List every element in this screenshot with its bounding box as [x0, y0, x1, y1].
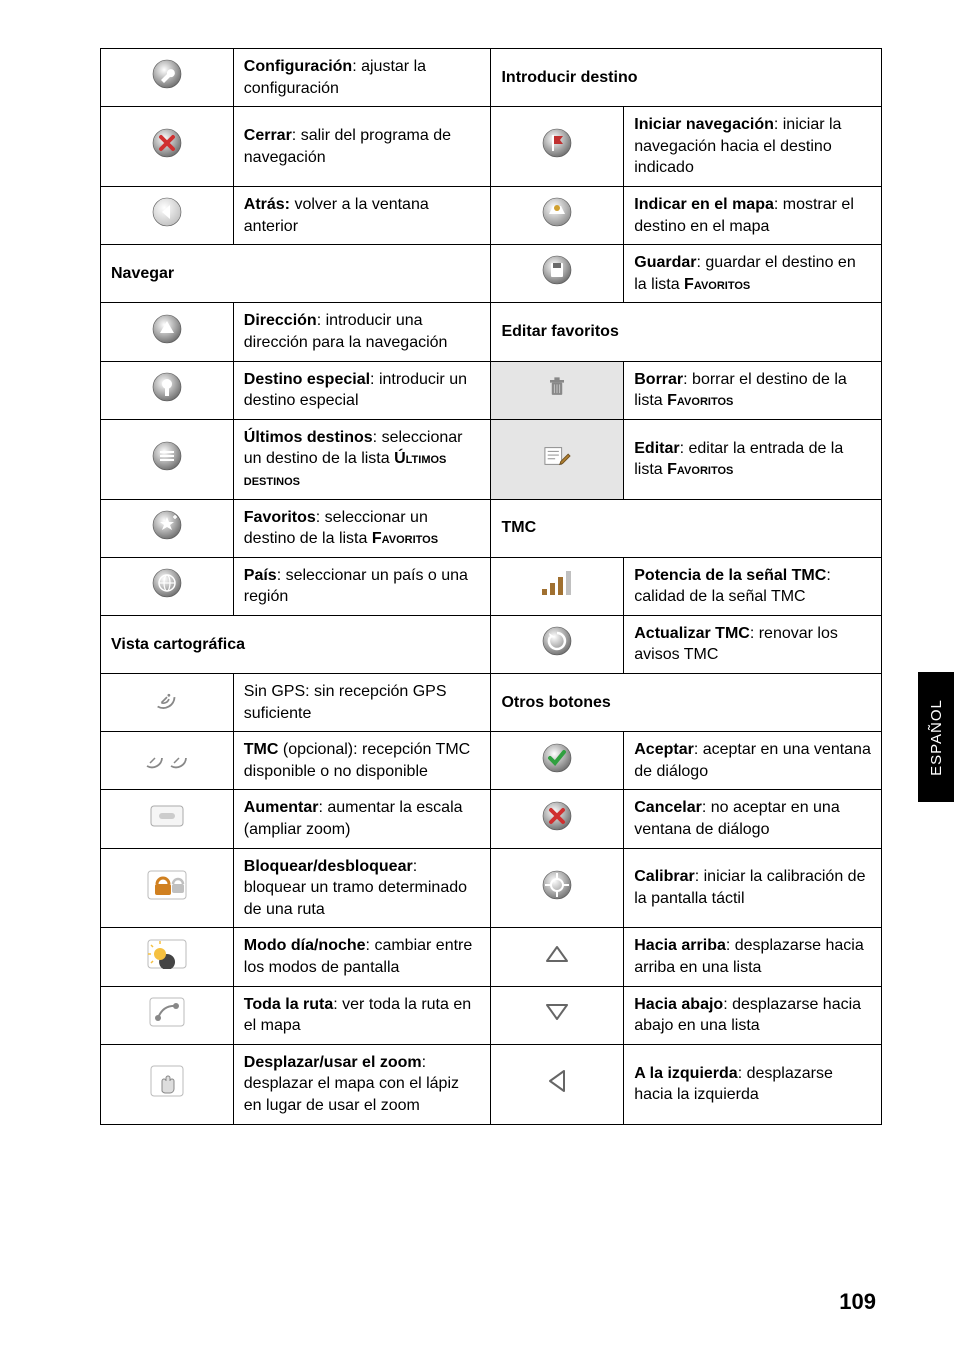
desc-right: Calibrar: iniciar la calibración de la p…	[624, 848, 882, 928]
globe-circle-icon	[101, 557, 234, 615]
poi-circle-icon	[101, 361, 234, 419]
page-number: 109	[839, 1289, 876, 1315]
tri-up-icon	[491, 928, 624, 986]
desc-right: Hacia arriba: desplazarse hacia arriba e…	[624, 928, 882, 986]
wrench-circle-icon	[101, 49, 234, 107]
desc-left: TMC (opcional): recepción TMC disponible…	[233, 732, 491, 790]
desc-left: Bloquear/desbloquear: bloquear un tramo …	[233, 848, 491, 928]
desc-right: Borrar: borrar el destino de la lista Fa…	[624, 361, 882, 419]
desc-left: País: seleccionar un país o una región	[233, 557, 491, 615]
tri-left-icon	[491, 1044, 624, 1124]
trash-grey-icon	[491, 361, 624, 419]
lock-orange-icon	[101, 848, 234, 928]
desc-left: Sin GPS: sin recepción GPS suficiente	[233, 674, 491, 732]
check-circle-icon	[491, 732, 624, 790]
desc-right: Cancelar: no aceptar en una ventana de d…	[624, 790, 882, 848]
section-header-left: Navegar	[101, 245, 491, 303]
x-circle-icon	[491, 790, 624, 848]
desc-right: Guardar: guardar el destino en la lista …	[624, 245, 882, 303]
tri-down-icon	[491, 986, 624, 1044]
up-circle-icon	[101, 303, 234, 361]
section-header-right: Editar favoritos	[491, 303, 882, 361]
zoom-in-sq-icon	[101, 790, 234, 848]
desc-left: Modo día/noche: cambiar entre los modos …	[233, 928, 491, 986]
sat-dish-icon	[101, 674, 234, 732]
back-grey-icon	[101, 186, 234, 244]
list-circle-icon	[101, 419, 234, 499]
desc-left: Desplazar/usar el zoom: desplazar el map…	[233, 1044, 491, 1124]
language-tab: ESPAÑOL	[918, 672, 954, 802]
language-label: ESPAÑOL	[928, 699, 945, 776]
desc-left: Aumentar: aumentar la escala (ampliar zo…	[233, 790, 491, 848]
refresh-circle-icon	[491, 615, 624, 673]
map-circle-icon	[491, 186, 624, 244]
signal-bars-icon	[491, 557, 624, 615]
desc-left: Cerrar: salir del programa de navegación	[233, 107, 491, 187]
desc-left: Favoritos: seleccionar un destino de la …	[233, 499, 491, 557]
desc-left: Destino especial: introducir un destino …	[233, 361, 491, 419]
section-header-right: Otros botones	[491, 674, 882, 732]
desc-right: Hacia abajo: desplazarse hacia abajo en …	[624, 986, 882, 1044]
section-header-right: TMC	[491, 499, 882, 557]
desc-right: Indicar en el mapa: mostrar el destino e…	[624, 186, 882, 244]
desc-right: Actualizar TMC: renovar los avisos TMC	[624, 615, 882, 673]
route-all-icon	[101, 986, 234, 1044]
reference-table: Configuración: ajustar la configuraciónI…	[100, 48, 882, 1125]
desc-left: Atrás: volver a la ventana anterior	[233, 186, 491, 244]
desc-left: Últimos destinos: seleccionar un destino…	[233, 419, 491, 499]
hand-icon	[101, 1044, 234, 1124]
desc-right: Aceptar: aceptar en una ventana de diálo…	[624, 732, 882, 790]
desc-right: A la izquierda: desplazarse hacia la izq…	[624, 1044, 882, 1124]
sat-double-icon	[101, 732, 234, 790]
section-header-right: Introducir destino	[491, 49, 882, 107]
desc-left: Configuración: ajustar la configuración	[233, 49, 491, 107]
daynight-icon	[101, 928, 234, 986]
flag-circle-icon	[491, 107, 624, 187]
target-circle-icon	[491, 848, 624, 928]
desc-right: Potencia de la señal TMC: calidad de la …	[624, 557, 882, 615]
desc-right: Editar: editar la entrada de la lista Fa…	[624, 419, 882, 499]
section-header-left: Vista cartográfica	[101, 615, 491, 673]
edit-grey-icon	[491, 419, 624, 499]
x-red-icon	[101, 107, 234, 187]
desc-left: Dirección: introducir una dirección para…	[233, 303, 491, 361]
save-circle-icon	[491, 245, 624, 303]
desc-left: Toda la ruta: ver toda la ruta en el map…	[233, 986, 491, 1044]
desc-right: Iniciar navegación: iniciar la navegació…	[624, 107, 882, 187]
star-plus-icon	[101, 499, 234, 557]
